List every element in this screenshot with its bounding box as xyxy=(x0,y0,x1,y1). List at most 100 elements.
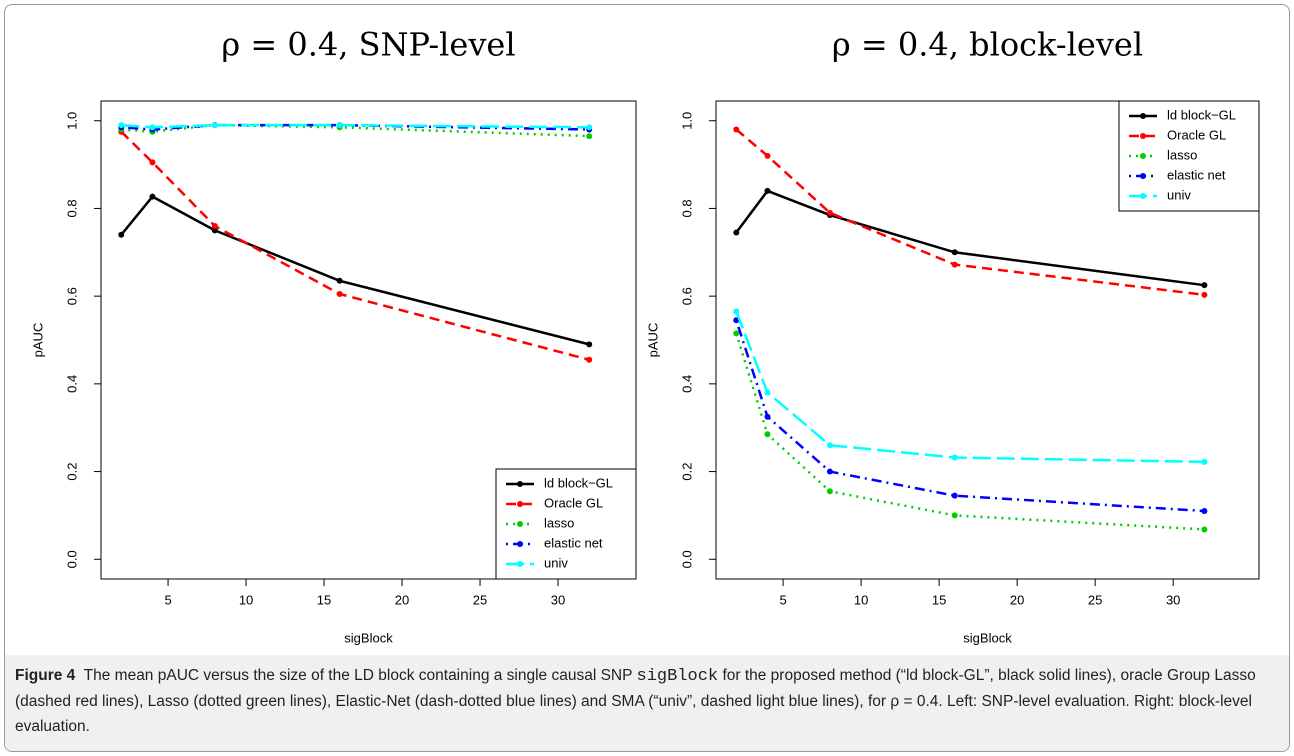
point xyxy=(764,152,771,159)
point xyxy=(764,413,771,420)
legend-point xyxy=(1140,113,1146,119)
legend-point xyxy=(517,541,523,547)
chart-title: ρ = 0.4, SNP-level xyxy=(221,26,515,64)
y-tick-label: 0.8 xyxy=(679,199,694,217)
point xyxy=(336,277,343,284)
point xyxy=(951,454,958,461)
legend-point xyxy=(1140,193,1146,199)
legend-point xyxy=(1140,173,1146,179)
legend-point xyxy=(517,481,523,487)
y-tick-label: 0.6 xyxy=(679,287,694,305)
legend-point xyxy=(1140,133,1146,139)
y-tick-label: 0.0 xyxy=(679,550,694,568)
legend-label: univ xyxy=(544,555,568,570)
series-line xyxy=(735,319,1205,513)
series-line xyxy=(735,311,1205,464)
series-line xyxy=(735,333,1205,531)
point xyxy=(764,431,771,438)
legend-label: elastic net xyxy=(544,535,603,550)
x-tick-label: 25 xyxy=(1088,592,1102,607)
plot-box xyxy=(715,100,1260,580)
point xyxy=(211,222,218,229)
point xyxy=(951,512,958,519)
point xyxy=(951,261,958,268)
legend-label: univ xyxy=(1167,187,1191,202)
y-tick-label: 0.4 xyxy=(64,375,79,393)
point xyxy=(826,209,833,216)
caption: Figure 4 The mean pAUC versus the size o… xyxy=(5,655,1289,751)
point xyxy=(826,468,833,475)
series-line xyxy=(735,128,1205,297)
y-tick-label: 0.8 xyxy=(64,199,79,217)
point xyxy=(764,187,771,194)
y-tick-label: 0.6 xyxy=(64,287,79,305)
point xyxy=(826,442,833,449)
y-axis-label: pAUC xyxy=(30,323,45,358)
point xyxy=(118,231,125,238)
point xyxy=(211,227,218,234)
x-tick-label: 20 xyxy=(395,592,409,607)
x-tick-label: 30 xyxy=(551,592,565,607)
x-tick-label: 5 xyxy=(164,592,171,607)
x-tick-label: 20 xyxy=(1010,592,1024,607)
y-axis-label: pAUC xyxy=(645,323,660,358)
legend-point xyxy=(517,501,523,507)
point xyxy=(336,290,343,297)
caption-text: for the proposed method (“ld block-GL”, … xyxy=(15,667,1256,735)
y-tick-label: 1.0 xyxy=(679,112,694,130)
point xyxy=(951,249,958,256)
x-tick-label: 25 xyxy=(473,592,487,607)
charts: ρ = 0.4, SNP-level 5 10 15 20 25 30 0.0 0.2 0.4 0.… xyxy=(30,26,1260,645)
point xyxy=(1201,526,1208,533)
point xyxy=(733,330,740,337)
point xyxy=(1201,291,1208,298)
point xyxy=(951,492,958,499)
plot-box xyxy=(100,100,637,580)
x-axis-label: sigBlock xyxy=(963,630,1012,645)
legend-point xyxy=(1140,153,1146,159)
point xyxy=(1201,508,1208,515)
caption-code: sigBlock xyxy=(636,667,719,686)
caption-label: Figure 4 xyxy=(15,667,76,684)
point xyxy=(733,229,740,236)
figure: ρ = 0.4, SNP-level 5 10 15 20 25 30 0.0 0.2 0.4 0.… xyxy=(4,4,1290,752)
point xyxy=(764,389,771,396)
legend-point xyxy=(517,521,523,527)
y-tick-label: 0.2 xyxy=(679,463,694,481)
caption-text: The mean pAUC versus the size of the LD … xyxy=(83,667,633,684)
y-tick-label: 0.4 xyxy=(679,375,694,393)
y-tick-label: 0.0 xyxy=(64,550,79,568)
point xyxy=(149,124,156,131)
legend-label: lasso xyxy=(1167,147,1197,162)
point xyxy=(586,133,593,140)
legend-point xyxy=(517,561,523,567)
point xyxy=(733,126,740,133)
legend-label: ld block−GL xyxy=(1167,107,1236,122)
x-tick-label: 10 xyxy=(854,592,868,607)
point xyxy=(149,193,156,200)
x-tick-label: 5 xyxy=(779,592,786,607)
point xyxy=(586,341,593,348)
legend-label: lasso xyxy=(544,515,574,530)
y-tick-label: 0.2 xyxy=(64,463,79,481)
series-line xyxy=(121,123,590,129)
x-tick-label: 30 xyxy=(1166,592,1180,607)
point xyxy=(733,308,740,315)
series-line xyxy=(120,195,590,346)
legend-label: Oracle GL xyxy=(1167,127,1226,142)
series-line xyxy=(121,123,590,138)
point xyxy=(1201,282,1208,289)
point xyxy=(586,356,593,363)
point xyxy=(118,122,125,129)
legend-label: elastic net xyxy=(1167,167,1226,182)
point xyxy=(826,488,833,495)
point xyxy=(1201,458,1208,465)
x-axis-label: sigBlock xyxy=(344,630,393,645)
x-tick-label: 10 xyxy=(239,592,253,607)
y-tick-label: 1.0 xyxy=(64,112,79,130)
point xyxy=(336,122,343,129)
legend-label: ld block−GL xyxy=(544,475,613,490)
legend-label: Oracle GL xyxy=(544,495,603,510)
x-tick-label: 15 xyxy=(317,592,331,607)
point xyxy=(211,122,218,129)
